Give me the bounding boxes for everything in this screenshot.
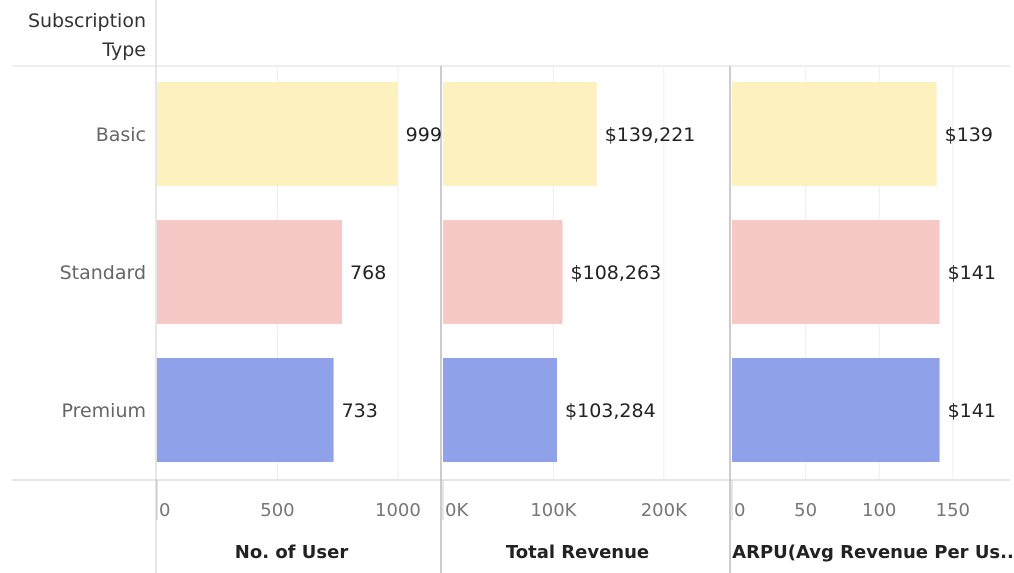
bar-panel3-basic	[732, 82, 937, 186]
bar-panel1-premium	[157, 358, 334, 462]
tick-label-panel3-0: 0	[734, 500, 745, 521]
tick-label-panel1-0: 0	[159, 500, 170, 521]
row-header-line2: Type	[101, 39, 146, 61]
axis-title-panel2: Total Revenue	[506, 542, 649, 563]
tick-label-panel2-0: 0K	[445, 500, 469, 521]
value-label-panel1-basic: 999	[406, 124, 442, 146]
bar-panel1-basic	[157, 82, 398, 186]
row-header-line1: Subscription	[28, 10, 146, 32]
category-label-basic: Basic	[96, 124, 146, 146]
bar-panel1-standard	[157, 220, 343, 324]
value-label-panel3-standard: $141	[948, 262, 996, 284]
tick-label-panel3-3: 150	[936, 500, 970, 521]
bar-panel2-premium	[443, 358, 558, 462]
bar-panel2-standard	[443, 220, 563, 324]
bar-panel2-basic	[443, 82, 597, 186]
value-label-panel3-basic: $139	[945, 124, 993, 146]
category-label-standard: Standard	[60, 262, 146, 284]
axis-title-panel1: No. of User	[235, 542, 349, 563]
value-label-panel2-standard: $108,263	[571, 262, 662, 284]
tick-label-panel2-2: 200K	[641, 500, 688, 521]
value-label-panel1-standard: 768	[350, 262, 386, 284]
tick-label-panel3-1: 50	[794, 500, 817, 521]
category-label-premium: Premium	[61, 400, 146, 422]
tick-label-panel1-2: 1000	[375, 500, 421, 521]
bar-panel3-premium	[732, 358, 940, 462]
value-label-panel1-premium: 733	[342, 400, 378, 422]
tick-label-panel3-2: 100	[862, 500, 896, 521]
axis-title-panel3: ARPU(Avg Revenue Per Us..	[732, 542, 1014, 563]
value-label-panel2-basic: $139,221	[605, 124, 696, 146]
value-label-panel3-premium: $141	[948, 400, 996, 422]
value-label-panel2-premium: $103,284	[565, 400, 656, 422]
tick-label-panel2-1: 100K	[530, 500, 577, 521]
tick-label-panel1-1: 500	[260, 500, 294, 521]
bar-panel3-standard	[732, 220, 940, 324]
